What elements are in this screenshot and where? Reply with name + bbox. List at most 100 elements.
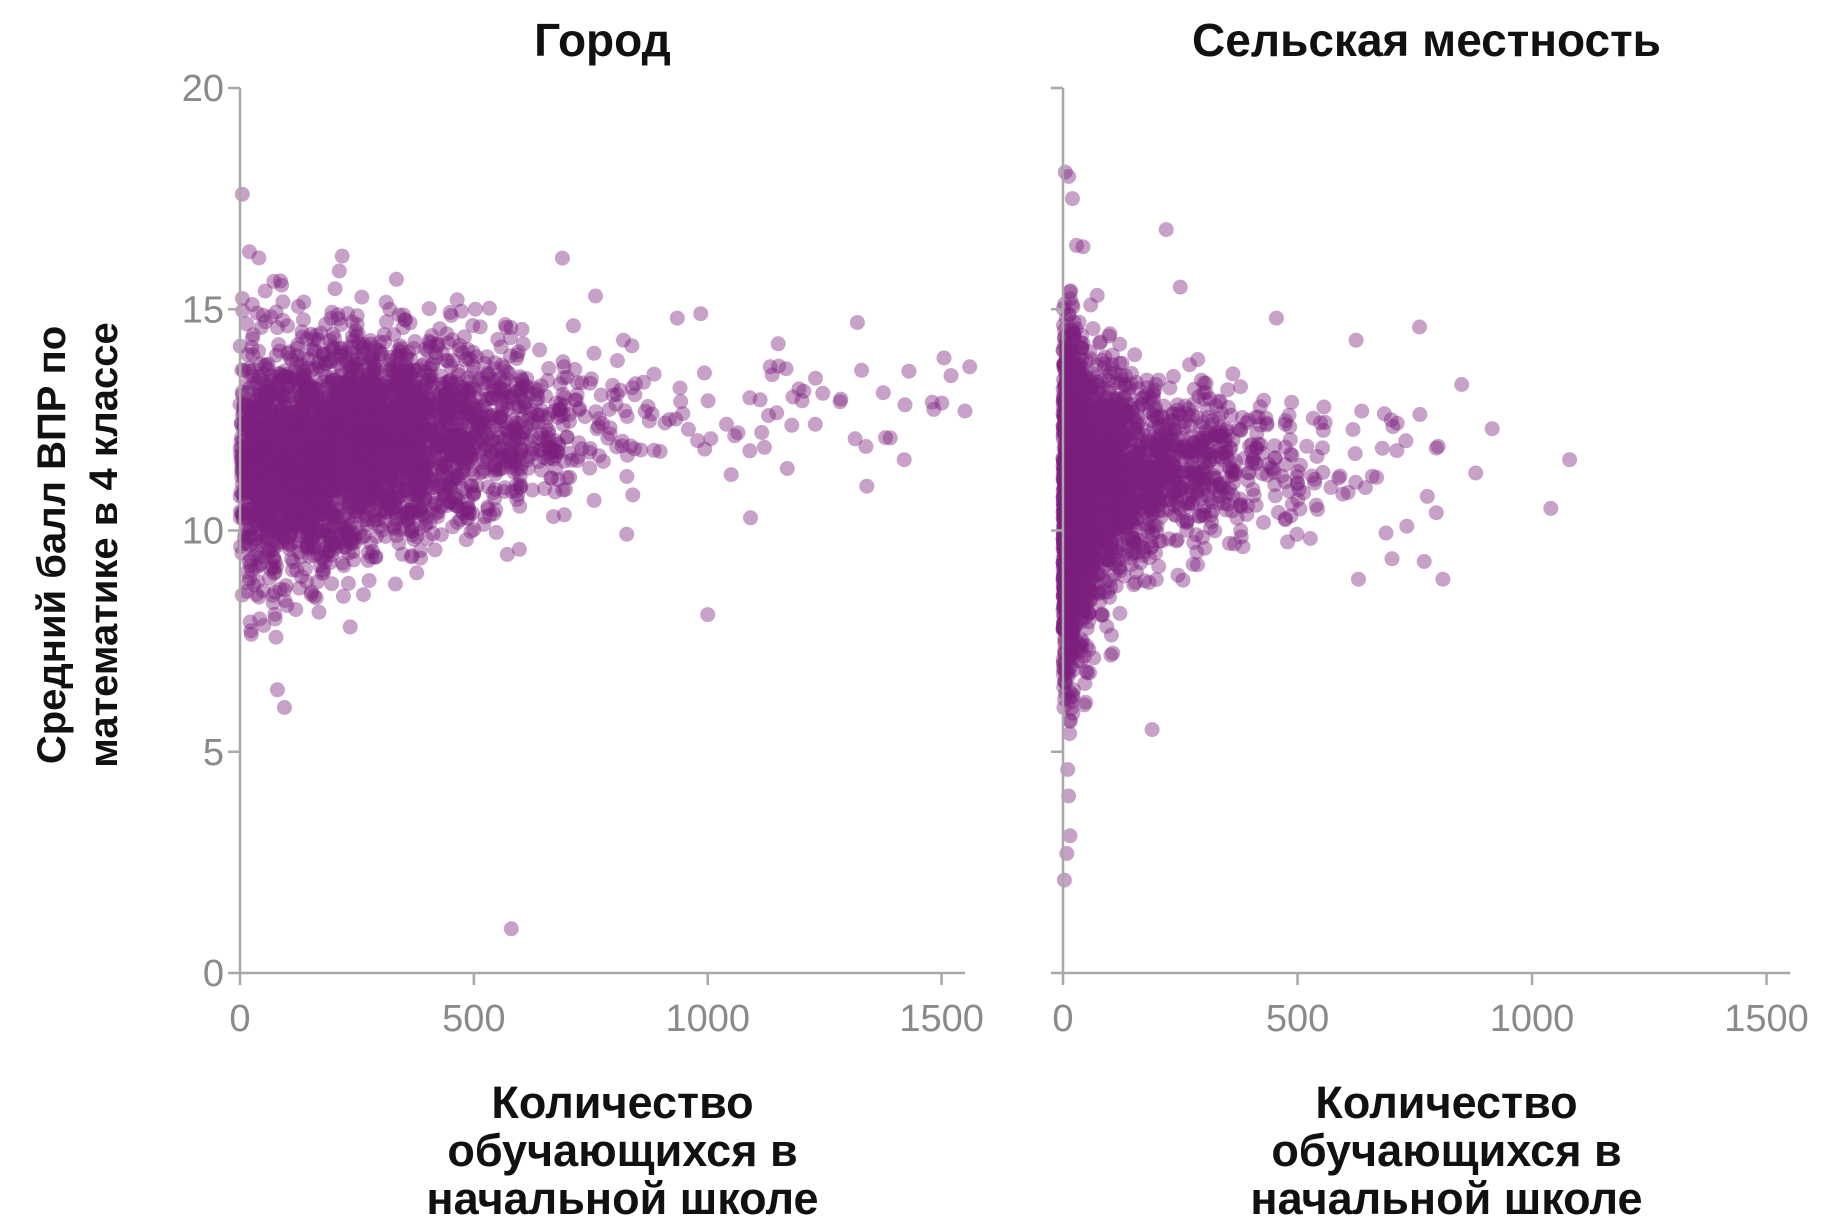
- data-point: [304, 327, 319, 342]
- data-point: [428, 542, 443, 557]
- data-point: [474, 465, 489, 480]
- data-point: [402, 392, 417, 407]
- data-point: [424, 328, 439, 343]
- data-point: [937, 350, 952, 365]
- data-point: [515, 322, 530, 337]
- data-point: [404, 524, 419, 539]
- data-point: [1078, 695, 1093, 710]
- data-point: [234, 363, 249, 378]
- data-point: [592, 448, 607, 463]
- data-point: [958, 404, 973, 419]
- data-point: [445, 332, 460, 347]
- data-point: [780, 461, 795, 476]
- data-point: [243, 522, 258, 537]
- data-point: [653, 444, 668, 459]
- data-point: [497, 360, 512, 375]
- x-tick-label: 0: [229, 998, 250, 1040]
- data-point: [1062, 713, 1077, 728]
- data-point: [482, 508, 497, 523]
- data-point: [254, 491, 269, 506]
- data-point: [433, 480, 448, 495]
- data-point: [642, 414, 657, 429]
- data-point: [499, 395, 514, 410]
- data-point: [1062, 692, 1077, 707]
- data-point: [363, 333, 378, 348]
- data-point: [854, 363, 869, 378]
- data-point: [356, 424, 371, 439]
- data-point: [571, 435, 586, 450]
- y-tick-label: 5: [203, 732, 224, 774]
- data-point: [765, 367, 780, 382]
- data-point: [291, 463, 306, 478]
- data-point: [262, 571, 277, 586]
- data-point: [343, 619, 358, 634]
- data-point: [616, 333, 631, 348]
- data-point: [361, 545, 376, 560]
- data-point: [662, 412, 677, 427]
- data-point: [673, 381, 688, 396]
- data-point: [328, 281, 343, 296]
- data-point: [724, 467, 739, 482]
- data-point: [281, 517, 296, 532]
- data-point: [901, 364, 916, 379]
- data-point: [392, 437, 407, 452]
- data-point: [264, 402, 279, 417]
- data-point: [603, 420, 618, 435]
- data-point: [242, 244, 257, 259]
- data-point: [859, 479, 874, 494]
- data-point: [312, 605, 327, 620]
- data-point: [481, 479, 496, 494]
- data-point: [625, 487, 640, 502]
- data-point: [302, 420, 317, 435]
- data-point: [448, 488, 463, 503]
- data-point: [433, 436, 448, 451]
- data-point: [468, 302, 483, 317]
- data-point: [537, 450, 552, 465]
- data-point: [474, 370, 489, 385]
- data-point: [296, 312, 311, 327]
- data-point: [610, 353, 625, 368]
- data-point: [480, 349, 495, 364]
- data-point: [266, 274, 281, 289]
- data-point: [263, 377, 278, 392]
- data-point: [925, 395, 940, 410]
- data-point: [379, 314, 394, 329]
- data-point: [395, 547, 410, 562]
- data-point: [754, 425, 769, 440]
- data-point: [482, 301, 497, 316]
- data-point: [260, 544, 275, 559]
- data-point: [250, 375, 265, 390]
- data-point: [530, 383, 545, 398]
- data-point: [498, 317, 513, 332]
- data-point: [263, 309, 278, 324]
- data-point: [327, 341, 342, 356]
- x-axis-label-line-3: начальной школе: [426, 1173, 818, 1224]
- data-point: [296, 363, 311, 378]
- data-point: [509, 351, 524, 366]
- data-point: [235, 187, 250, 202]
- data-point: [406, 363, 421, 378]
- data-point: [327, 406, 342, 421]
- data-point: [258, 443, 273, 458]
- data-point: [343, 382, 358, 397]
- data-point: [588, 289, 603, 304]
- data-point: [876, 385, 891, 400]
- x-tick-label: 1000: [665, 998, 750, 1040]
- y-tick-label: 10: [182, 511, 224, 553]
- data-point: [578, 409, 593, 424]
- data-point: [833, 394, 848, 409]
- data-point: [815, 386, 830, 401]
- data-point: [243, 623, 258, 638]
- data-point: [757, 440, 772, 455]
- data-point: [587, 493, 602, 508]
- data-point: [266, 595, 281, 610]
- data-point: [878, 430, 893, 445]
- data-point: [422, 369, 437, 384]
- data-point: [235, 303, 250, 318]
- data-point: [532, 342, 547, 357]
- data-point: [742, 443, 757, 458]
- data-point: [469, 399, 484, 414]
- data-point: [602, 402, 617, 417]
- data-point: [374, 399, 389, 414]
